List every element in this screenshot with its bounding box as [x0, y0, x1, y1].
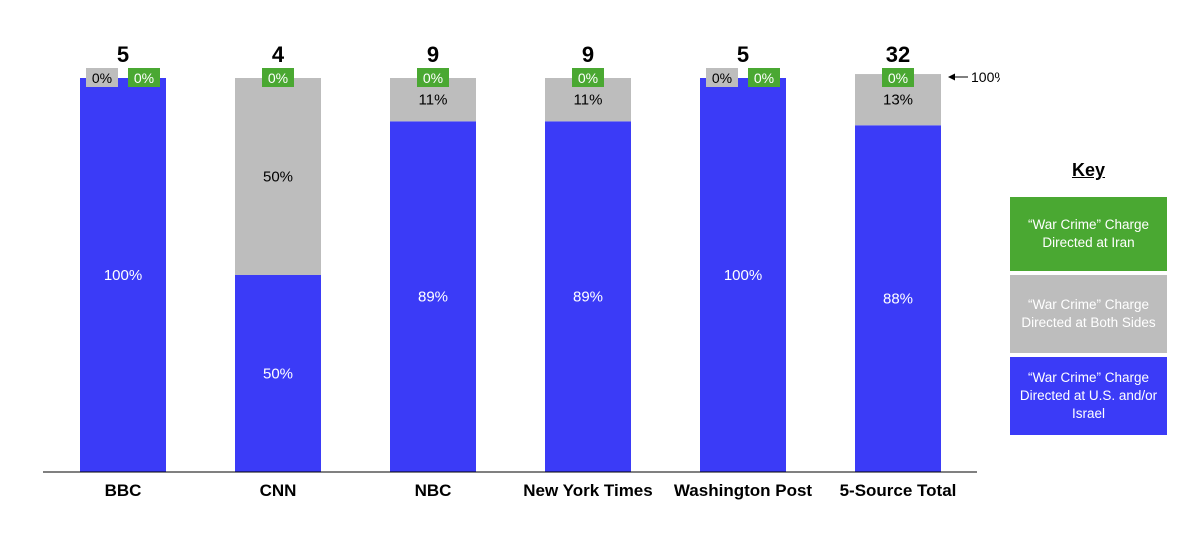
total-label: 5 — [737, 42, 749, 67]
bar-segment-both-sides — [235, 78, 321, 275]
data-label-us-israel: 100% — [104, 267, 142, 284]
key-item-us-israel: “War Crime” Charge Directed at U.S. and/… — [1010, 357, 1167, 435]
data-label-both-sides-zero: 0% — [712, 70, 732, 86]
bar-segment-us-israel — [390, 121, 476, 472]
annotation-arrow-icon — [948, 73, 955, 81]
total-label: 5 — [117, 42, 129, 67]
data-label-us-israel: 88% — [883, 291, 913, 308]
legend-key: Key “War Crime” Charge Directed at Iran … — [1010, 160, 1167, 439]
category-label: CNN — [260, 481, 297, 500]
category-label: BBC — [105, 481, 142, 500]
key-item-both-sides: “War Crime” Charge Directed at Both Side… — [1010, 275, 1167, 353]
data-label-us-israel: 89% — [418, 289, 448, 306]
badge-iran — [262, 68, 294, 87]
data-label-iran: 0% — [268, 70, 288, 86]
category-label: Washington Post — [674, 481, 813, 500]
annotation-100-label: 100% — [971, 69, 1000, 85]
bar-segment-us-israel — [855, 125, 941, 472]
data-label-iran: 0% — [134, 70, 154, 86]
data-label-iran: 0% — [888, 70, 908, 86]
data-label-both-sides: 50% — [263, 169, 293, 186]
total-label: 9 — [582, 42, 594, 67]
data-label-iran: 0% — [578, 70, 598, 86]
total-label: 9 — [427, 42, 439, 67]
category-label: 5-Source Total — [840, 481, 957, 500]
stacked-bar-chart: 100%0%0%5BBC50%50%0%4CNN89%11%0%9NBC89%1… — [43, 42, 1000, 500]
badge-iran — [882, 68, 914, 87]
badge-iran — [748, 68, 780, 87]
data-label-iran: 0% — [423, 70, 443, 86]
bar-segment-us-israel — [235, 275, 321, 472]
bar-segment-us-israel — [545, 121, 631, 472]
badge-both-sides — [706, 68, 738, 87]
badge-iran — [128, 68, 160, 87]
total-label: 32 — [886, 42, 910, 67]
category-label: New York Times — [523, 481, 652, 500]
data-label-both-sides: 13% — [883, 92, 913, 109]
data-label-both-sides: 11% — [419, 92, 448, 109]
data-label-us-israel: 100% — [724, 267, 762, 284]
key-item-iran: “War Crime” Charge Directed at Iran — [1010, 197, 1167, 271]
bar-segment-us-israel — [80, 78, 166, 472]
category-label: NBC — [415, 481, 452, 500]
badge-iran — [417, 68, 449, 87]
badge-iran — [572, 68, 604, 87]
data-label-us-israel: 89% — [573, 289, 603, 306]
data-label-iran: 0% — [754, 70, 774, 86]
data-label-both-sides: 11% — [574, 92, 603, 109]
total-label: 4 — [272, 42, 285, 67]
key-title: Key — [1071, 160, 1106, 180]
bar-segment-us-israel — [700, 78, 786, 472]
data-label-us-israel: 50% — [263, 366, 293, 383]
data-label-both-sides-zero: 0% — [92, 70, 112, 86]
badge-both-sides — [86, 68, 118, 87]
